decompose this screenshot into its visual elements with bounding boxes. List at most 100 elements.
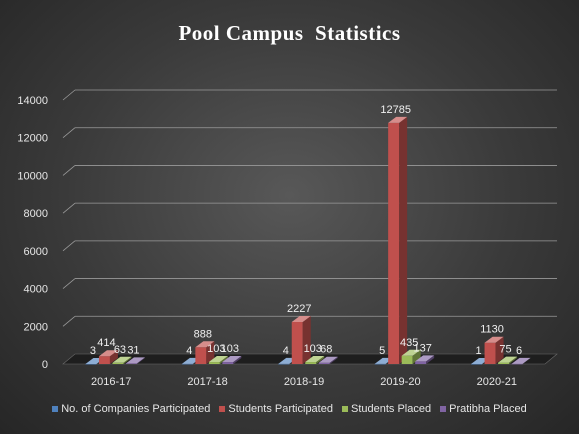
legend-swatch <box>341 406 348 412</box>
bar <box>305 356 325 364</box>
bar-front <box>511 363 523 365</box>
data-label: 31 <box>127 344 139 356</box>
y-tick-label: 12000 <box>17 133 48 145</box>
bar <box>388 116 408 364</box>
legend-item: Students Participated <box>219 403 333 415</box>
data-label: 137 <box>413 342 431 354</box>
legend-label: Students Participated <box>228 403 333 415</box>
legend-item: Students Placed <box>341 403 432 415</box>
legend-item: Pratibha Placed <box>440 403 527 415</box>
bar <box>318 356 338 364</box>
legend-label: Pratibha Placed <box>449 403 527 415</box>
bar-top <box>388 116 408 123</box>
data-label: 6 <box>516 345 522 357</box>
bar-top <box>125 357 145 364</box>
data-label: 68 <box>320 344 332 356</box>
bar <box>401 349 421 364</box>
bar <box>98 350 118 364</box>
bar-top <box>401 349 421 356</box>
bar-front <box>374 363 386 365</box>
bar <box>498 356 518 364</box>
legend-swatch <box>52 406 59 412</box>
bar-front <box>125 363 137 364</box>
gridline-diagonal <box>62 89 76 101</box>
bar-side <box>426 355 435 364</box>
bar-top <box>112 356 132 363</box>
data-label: 414 <box>97 337 115 349</box>
bar-front <box>388 122 400 364</box>
bar-side <box>522 357 531 364</box>
bar-front <box>222 362 234 364</box>
bar-side <box>302 316 311 364</box>
bar <box>222 356 242 364</box>
data-label: 75 <box>499 344 511 356</box>
bar-front <box>208 362 220 364</box>
x-tick-label: 2020-21 <box>477 376 517 388</box>
chart-title: Pool Campus Statistics <box>178 21 401 45</box>
x-tick-label: 2019-20 <box>380 376 420 388</box>
bar-top <box>291 316 311 323</box>
x-tick-label: 2016-17 <box>91 376 131 388</box>
bar-top <box>415 355 435 362</box>
gridline-diagonal <box>62 315 76 327</box>
bar-front <box>195 347 207 364</box>
bar-side <box>233 356 242 364</box>
bar-top <box>305 356 325 363</box>
bar-front <box>484 342 496 364</box>
bar-front <box>471 363 483 365</box>
data-label: 4 <box>186 345 192 357</box>
data-label: 1 <box>475 345 481 357</box>
bar <box>511 357 531 365</box>
gridline-diagonal <box>62 127 76 139</box>
gridline-diagonal <box>62 165 76 176</box>
bar-top <box>195 341 215 348</box>
x-tick-label: 2017-18 <box>187 376 227 388</box>
bar-top <box>318 356 338 363</box>
bar-top <box>498 356 518 363</box>
y-tick-label: 10000 <box>17 170 48 182</box>
bar <box>484 336 504 364</box>
bar-front <box>98 356 110 364</box>
bar-side <box>412 349 421 364</box>
y-tick-label: 14000 <box>17 95 48 107</box>
bar-top <box>484 336 504 343</box>
data-label: 3 <box>90 345 96 357</box>
bar <box>125 357 145 364</box>
y-tick-label: 0 <box>42 359 48 371</box>
legend-label: Students Placed <box>350 403 432 415</box>
bar-side <box>109 350 118 364</box>
data-label: 103 <box>207 343 225 355</box>
bar-side <box>136 357 145 364</box>
data-label: 888 <box>194 328 212 340</box>
gridline-diagonal <box>62 278 76 289</box>
bar-front <box>181 363 193 365</box>
y-tick-label: 8000 <box>24 208 48 220</box>
legend-label: No. of Companies Participated <box>61 403 211 415</box>
data-label: 4 <box>283 345 289 357</box>
bar-top <box>511 357 531 364</box>
bar-front <box>415 361 427 364</box>
bar <box>112 356 132 364</box>
y-tick-label: 6000 <box>24 246 48 258</box>
bar <box>415 355 435 364</box>
data-label: 63 <box>114 344 126 356</box>
bar-front <box>112 362 124 364</box>
bar-front <box>401 355 413 364</box>
bar-side <box>399 116 408 364</box>
bar-front <box>318 362 330 364</box>
bar <box>195 341 215 364</box>
bar-side <box>206 341 215 364</box>
bar-side <box>329 356 338 364</box>
data-label: 2227 <box>287 303 311 315</box>
bar <box>208 356 228 364</box>
data-label: 1130 <box>480 324 504 336</box>
bar-top <box>208 356 228 363</box>
bar-side <box>123 356 132 364</box>
bar-side <box>509 356 518 364</box>
bar-top <box>222 356 242 363</box>
bar-side <box>316 356 325 364</box>
bar-front <box>498 362 510 364</box>
legend-item: No. of Companies Participated <box>52 403 210 415</box>
